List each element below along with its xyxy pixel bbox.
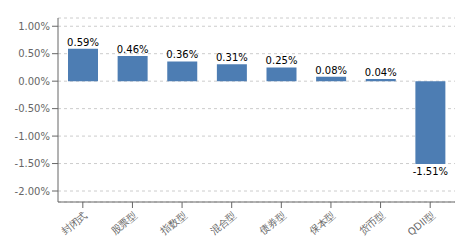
svg-text:0.50%: 0.50% <box>18 48 50 59</box>
svg-text:-0.50%: -0.50% <box>15 103 50 114</box>
svg-text:0.59%: 0.59% <box>67 37 99 48</box>
svg-text:0.08%: 0.08% <box>315 65 347 76</box>
svg-text:0.04%: 0.04% <box>365 67 397 78</box>
svg-text:0.46%: 0.46% <box>117 44 149 55</box>
svg-text:债券型: 债券型 <box>258 209 288 237</box>
svg-text:股票型: 股票型 <box>109 209 139 237</box>
svg-text:封闭式: 封闭式 <box>59 209 89 237</box>
svg-text:0.00%: 0.00% <box>18 76 50 87</box>
svg-text:0.25%: 0.25% <box>266 55 298 66</box>
svg-text:QDII型: QDII型 <box>405 209 436 238</box>
svg-text:1.00%: 1.00% <box>18 21 50 32</box>
svg-text:保本型: 保本型 <box>307 209 337 237</box>
svg-text:混合型: 混合型 <box>208 209 238 237</box>
svg-text:0.36%: 0.36% <box>166 49 198 60</box>
svg-text:货币型: 货币型 <box>357 209 387 237</box>
svg-text:0.31%: 0.31% <box>216 52 248 63</box>
svg-text:-1.50%: -1.50% <box>15 158 50 169</box>
svg-text:-2.00%: -2.00% <box>15 186 50 197</box>
svg-text:-1.51%: -1.51% <box>413 166 448 177</box>
svg-text:指数型: 指数型 <box>158 209 189 237</box>
svg-text:-1.00%: -1.00% <box>15 131 50 142</box>
